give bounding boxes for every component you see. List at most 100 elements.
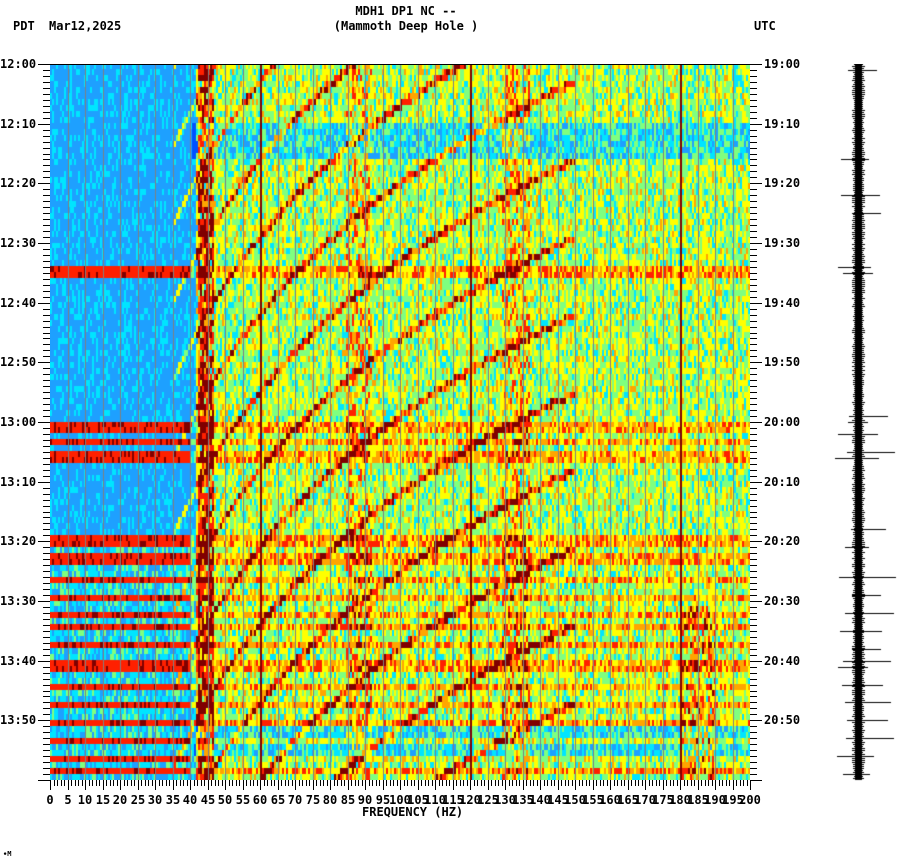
x-tick	[141, 780, 142, 786]
y-tick	[750, 88, 757, 89]
y-tick	[43, 577, 50, 578]
y-tick	[43, 750, 50, 751]
y-tick-label: 20:30	[764, 594, 801, 608]
y-tick	[43, 428, 50, 429]
y-tick	[43, 338, 50, 339]
x-tick	[295, 780, 296, 790]
x-tick	[250, 780, 251, 786]
y-tick	[38, 541, 50, 542]
y-tick	[750, 189, 757, 190]
y-tick	[38, 124, 50, 125]
x-tick	[183, 780, 184, 786]
x-tick-label: 15	[95, 793, 111, 807]
x-tick	[488, 780, 489, 790]
x-tick	[376, 780, 377, 786]
y-tick	[38, 780, 50, 781]
x-tick	[68, 780, 69, 790]
x-tick	[271, 780, 272, 786]
y-tick	[750, 523, 757, 524]
x-tick	[470, 780, 471, 790]
y-tick	[750, 303, 762, 304]
y-tick	[43, 279, 50, 280]
y-tick	[43, 159, 50, 160]
y-tick	[43, 655, 50, 656]
x-tick	[477, 780, 478, 786]
x-tick	[124, 780, 125, 786]
x-tick	[526, 780, 527, 786]
y-tick	[43, 386, 50, 387]
x-tick	[274, 780, 275, 786]
x-tick	[407, 780, 408, 786]
x-tick	[89, 780, 90, 786]
x-tick	[453, 780, 454, 790]
x-tick	[64, 780, 65, 786]
y-tick	[750, 643, 757, 644]
x-tick	[117, 780, 118, 786]
y-tick	[750, 726, 757, 727]
x-tick	[628, 780, 629, 790]
y-tick	[750, 571, 757, 572]
y-tick	[750, 661, 762, 662]
y-tick	[43, 631, 50, 632]
y-tick	[750, 756, 757, 757]
x-tick	[211, 780, 212, 786]
x-tick	[575, 780, 576, 790]
y-tick	[43, 714, 50, 715]
y-tick	[750, 738, 757, 739]
y-tick-label: 19:00	[764, 57, 801, 71]
y-tick	[750, 750, 757, 751]
y-tick	[43, 88, 50, 89]
y-tick-label: 13:00	[0, 415, 37, 429]
x-tick-label: 170	[634, 793, 656, 807]
x-tick-label: 120	[459, 793, 481, 807]
x-tick	[509, 780, 510, 786]
y-tick	[43, 219, 50, 220]
y-tick	[43, 673, 50, 674]
y-tick	[750, 398, 757, 399]
x-tick	[519, 780, 520, 786]
y-tick-label: 12:30	[0, 236, 37, 250]
x-tick	[561, 780, 562, 786]
y-tick	[43, 189, 50, 190]
y-tick	[750, 177, 757, 178]
y-tick	[43, 506, 50, 507]
x-tick	[729, 780, 730, 786]
x-tick	[635, 780, 636, 786]
x-tick	[677, 780, 678, 786]
x-tick	[463, 780, 464, 786]
y-tick	[750, 142, 757, 143]
y-tick	[750, 422, 762, 423]
x-tick-label: 60	[252, 793, 268, 807]
x-tick-label: 20	[112, 793, 128, 807]
y-tick	[43, 171, 50, 172]
y-tick	[43, 368, 50, 369]
y-tick	[43, 583, 50, 584]
x-tick	[176, 780, 177, 786]
y-tick	[750, 470, 757, 471]
x-tick	[474, 780, 475, 786]
x-tick	[495, 780, 496, 786]
right-timezone-label: UTC	[754, 19, 776, 33]
y-tick	[750, 625, 757, 626]
y-tick	[43, 476, 50, 477]
x-tick	[302, 780, 303, 786]
y-tick	[43, 195, 50, 196]
y-tick	[750, 183, 762, 184]
x-tick	[505, 780, 506, 790]
x-tick	[362, 780, 363, 786]
x-tick	[180, 780, 181, 786]
x-tick	[127, 780, 128, 786]
y-tick-label: 19:10	[764, 117, 801, 131]
y-tick	[750, 219, 757, 220]
y-tick	[43, 571, 50, 572]
x-tick	[71, 780, 72, 786]
x-tick-label: 75	[305, 793, 321, 807]
x-tick	[701, 780, 702, 786]
x-tick	[673, 780, 674, 786]
x-tick	[145, 780, 146, 786]
x-tick	[61, 780, 62, 786]
x-tick-label: 55	[235, 793, 251, 807]
y-tick-label: 12:10	[0, 117, 37, 131]
x-tick	[194, 780, 195, 786]
y-tick	[750, 327, 757, 328]
